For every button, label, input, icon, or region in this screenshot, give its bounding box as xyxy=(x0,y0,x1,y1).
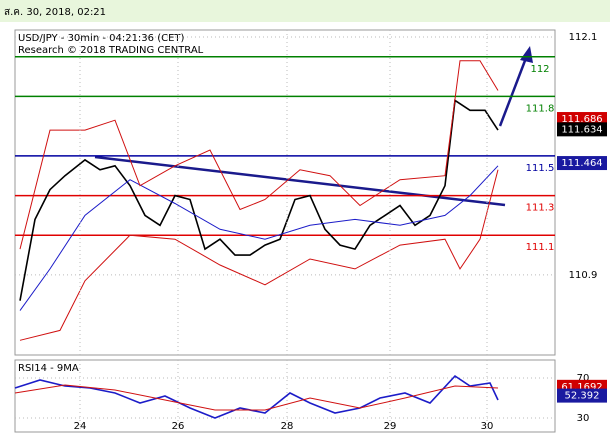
series-line xyxy=(14,384,499,411)
arrow-head xyxy=(520,46,533,63)
forecast-arrow xyxy=(498,57,528,127)
level-label: 112 xyxy=(530,64,549,75)
series-line xyxy=(19,165,499,311)
price-box-label: 111.634 xyxy=(561,124,602,135)
price-panel xyxy=(14,29,556,356)
level-label: 111.1 xyxy=(526,242,555,253)
y-tick-label: 110.9 xyxy=(569,270,598,281)
price-box xyxy=(557,388,607,403)
series-line xyxy=(19,99,499,301)
price-box-label: 61.1692 xyxy=(561,382,602,393)
panel-subtitle: Research © 2018 TRADING CENTRAL xyxy=(18,45,204,56)
x-tick-label: 29 xyxy=(384,421,397,432)
y-tick-label: 30 xyxy=(577,413,590,424)
timestamp: ส.ค. 30, 2018, 02:21 xyxy=(4,7,106,18)
price-box xyxy=(557,156,607,171)
x-tick-label: 28 xyxy=(281,421,294,432)
level-label: 111.3 xyxy=(526,203,555,214)
x-tick-label: 26 xyxy=(172,421,185,432)
price-box-label: 111.686 xyxy=(561,114,602,125)
x-tick-label: 30 xyxy=(481,421,494,432)
series-line xyxy=(19,169,499,341)
level-label: 111.8 xyxy=(526,103,555,114)
series-line xyxy=(19,60,499,250)
panel-title: RSI14 - 9MA xyxy=(18,363,79,374)
y-tick-label: 112.1 xyxy=(569,32,598,43)
x-tick-label: 24 xyxy=(74,421,87,432)
price-box-label: 111.464 xyxy=(561,158,602,169)
level-label: 111.5 xyxy=(526,163,555,174)
price-box-label: 52.392 xyxy=(565,391,600,402)
price-box xyxy=(557,122,607,137)
trend-line xyxy=(94,155,506,207)
y-tick-label: 70 xyxy=(577,373,590,384)
panel-title: USD/JPY - 30min - 04:21:36 (CET) xyxy=(18,33,185,44)
header-bar xyxy=(0,0,610,22)
